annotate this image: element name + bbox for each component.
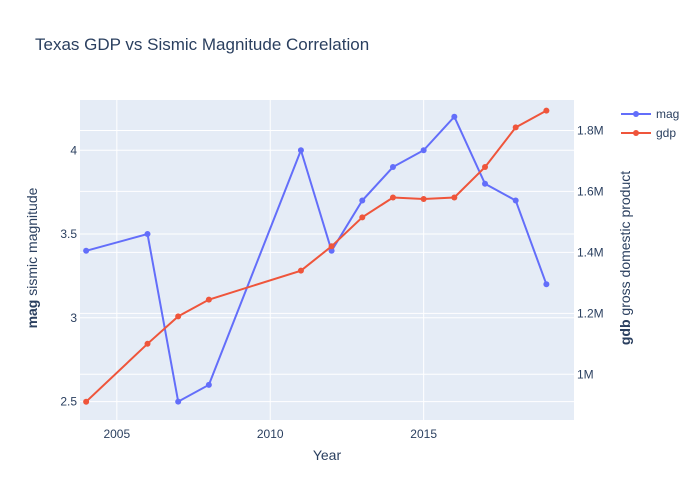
y-left-axis-title: mag sismic magnitude xyxy=(24,187,40,328)
data-point-gdp[interactable] xyxy=(144,340,151,347)
y-left-tick-label: 3.5 xyxy=(60,227,77,241)
legend: mag gdp xyxy=(621,107,679,140)
y-left-axis-title-bold: mag xyxy=(24,300,40,329)
legend-label-mag: mag xyxy=(656,107,679,121)
data-point-gdp[interactable] xyxy=(328,243,335,250)
data-point-gdp[interactable] xyxy=(359,214,366,221)
y-left-axis-title-rest: sismic magnitude xyxy=(24,187,40,299)
data-point-gdp[interactable] xyxy=(512,124,519,131)
data-point-mag[interactable] xyxy=(328,247,335,254)
data-point-mag[interactable] xyxy=(420,147,427,154)
data-point-gdp[interactable] xyxy=(175,313,182,320)
x-tick-label: 2015 xyxy=(410,427,437,441)
data-point-gdp[interactable] xyxy=(451,194,458,201)
data-point-gdp[interactable] xyxy=(389,194,396,201)
data-point-gdp[interactable] xyxy=(482,164,489,171)
data-point-mag[interactable] xyxy=(389,164,396,171)
y-left-tick-label: 4 xyxy=(70,143,77,157)
tick-labels: 2005 2010 2015 2.5 3 3.5 4 1M 1.2M 1.4M 1.6M 1.8M xyxy=(60,123,603,441)
data-point-gdp[interactable] xyxy=(83,398,90,405)
y-right-tick-label: 1.2M xyxy=(577,306,604,320)
data-point-mag[interactable] xyxy=(451,113,458,120)
series-mag xyxy=(83,113,550,405)
y-right-tick-label: 1.6M xyxy=(577,184,604,198)
y-right-axis-title-rest: gross domestic product xyxy=(617,171,633,320)
data-point-mag[interactable] xyxy=(482,180,489,187)
legend-item-mag[interactable]: mag xyxy=(621,107,679,121)
x-tick-label: 2005 xyxy=(103,427,130,441)
legend-label-gdp: gdp xyxy=(656,126,676,140)
data-point-gdp[interactable] xyxy=(297,267,304,274)
data-point-gdp[interactable] xyxy=(420,196,427,203)
plot-area xyxy=(80,100,574,420)
data-point-mag[interactable] xyxy=(205,381,212,388)
data-point-mag[interactable] xyxy=(297,147,304,154)
data-point-gdp[interactable] xyxy=(205,296,212,303)
y-right-tick-label: 1.8M xyxy=(577,123,604,137)
data-point-mag[interactable] xyxy=(144,231,151,238)
data-point-mag[interactable] xyxy=(175,398,182,405)
legend-item-gdp[interactable]: gdp xyxy=(621,126,676,140)
series-layer xyxy=(83,107,550,405)
data-point-mag[interactable] xyxy=(359,197,366,204)
y-left-tick-label: 3 xyxy=(70,311,77,325)
x-tick-label: 2010 xyxy=(257,427,284,441)
data-point-mag[interactable] xyxy=(543,281,550,288)
data-point-mag[interactable] xyxy=(512,197,519,204)
data-point-gdp[interactable] xyxy=(543,107,550,114)
y-right-tick-label: 1M xyxy=(577,367,594,381)
y-left-tick-label: 2.5 xyxy=(60,395,77,409)
y-right-axis-title-bold: gdb xyxy=(617,319,633,345)
y-right-tick-label: 1.4M xyxy=(577,245,604,259)
chart-title: Texas GDP vs Sismic Magnitude Correlatio… xyxy=(35,35,369,54)
y-right-axis-title: gdb gross domestic product xyxy=(617,171,633,345)
x-axis-title: Year xyxy=(313,447,342,463)
series-gdp xyxy=(83,107,550,405)
data-point-mag[interactable] xyxy=(83,247,90,254)
